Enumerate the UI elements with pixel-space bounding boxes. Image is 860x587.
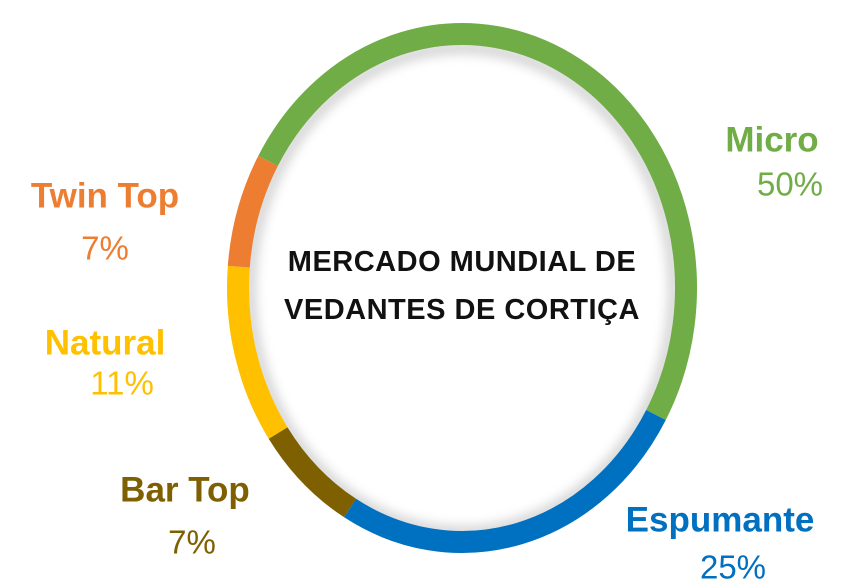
value-label: 7% [168, 524, 216, 561]
value-label: 11% [90, 365, 154, 402]
value-label: 7% [81, 230, 129, 267]
category-label: Espumante [626, 500, 815, 539]
donut-segment [258, 23, 697, 420]
donut-segment [227, 156, 278, 268]
donut-segment [227, 265, 288, 439]
category-label: Micro [725, 120, 818, 159]
donut-segment [343, 410, 666, 553]
chart-title: MERCADO MUNDIAL DE VEDANTES DE CORTIÇA [284, 246, 640, 326]
value-label: 25% [700, 549, 766, 586]
category-label: Twin Top [31, 176, 179, 215]
category-label: Natural [45, 323, 166, 362]
value-label: 50% [757, 166, 823, 203]
category-label: Bar Top [120, 470, 250, 509]
donut-segment [268, 427, 357, 518]
